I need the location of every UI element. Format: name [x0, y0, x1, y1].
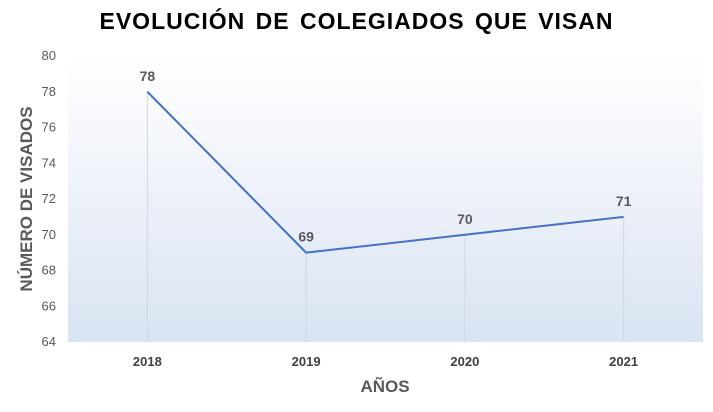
- data-label-2019: 69: [298, 229, 314, 245]
- y-axis-ticks: 64 66 68 70 72 74 76 78 80: [42, 48, 56, 349]
- y-tick-label-80: 80: [42, 48, 56, 63]
- x-axis-title: AÑOS: [360, 376, 409, 396]
- x-tick-label-2018: 2018: [133, 354, 162, 369]
- series-layer: [146, 91, 624, 254]
- chart-title: EVOLUCIÓN DE COLEGIADOS QUE VISAN: [99, 8, 614, 34]
- data-label-2020: 70: [457, 211, 473, 227]
- y-tick-label-68: 68: [42, 263, 56, 278]
- y-tick-label-70: 70: [42, 227, 56, 242]
- x-tick-label-2020: 2020: [450, 354, 479, 369]
- y-axis-title: NÚMERO DE VISADOS: [17, 106, 36, 291]
- y-tick-label-66: 66: [42, 298, 56, 313]
- y-tick-label-78: 78: [42, 84, 56, 99]
- grid-lines: [146, 91, 625, 342]
- y-tick-label-64: 64: [42, 334, 56, 349]
- plot-area: [68, 56, 703, 342]
- data-labels: 78 69 70 71: [140, 68, 632, 245]
- series-line: [146, 91, 624, 254]
- data-label-2018: 78: [140, 68, 156, 84]
- x-tick-label-2019: 2019: [292, 354, 321, 369]
- data-label-2021: 71: [616, 193, 632, 209]
- y-tick-label-74: 74: [42, 155, 56, 170]
- y-tick-label-72: 72: [42, 191, 56, 206]
- y-tick-label-76: 76: [42, 120, 56, 135]
- x-tick-label-2021: 2021: [609, 354, 638, 369]
- x-axis-ticks: 2018 2019 2020 2021: [133, 354, 638, 369]
